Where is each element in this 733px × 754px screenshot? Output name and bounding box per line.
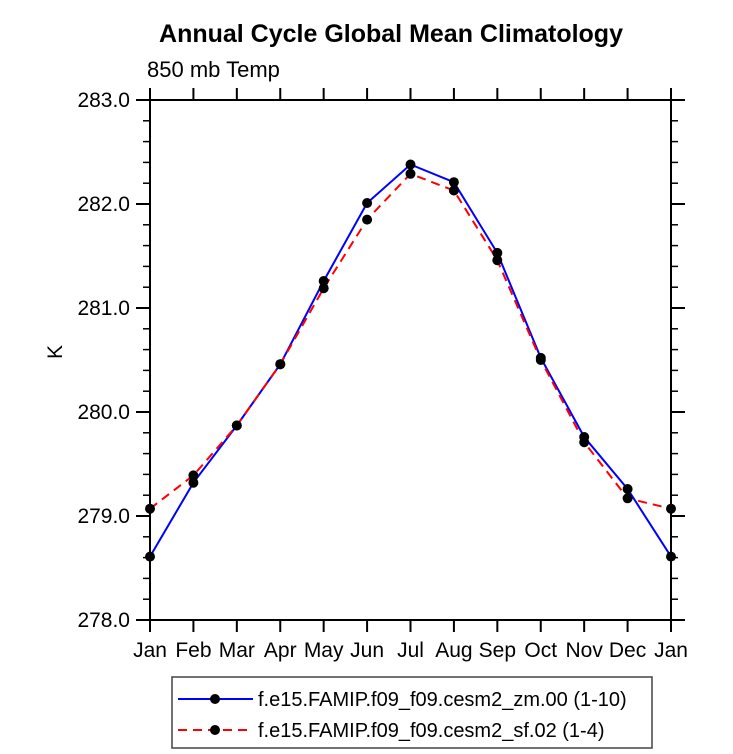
y-tick-label: 283.0 [77, 89, 130, 112]
data-point-series1 [188, 477, 199, 488]
data-point-series1 [666, 551, 676, 562]
x-tick-label: Nov [565, 639, 603, 662]
data-point-series1 [362, 198, 373, 208]
chart-subtitle: 850 mb Temp [147, 57, 280, 82]
legend-marker-series2 [210, 725, 220, 735]
data-point-series2 [405, 168, 416, 179]
data-point-series2 [231, 420, 242, 431]
data-point-series1 [492, 247, 503, 258]
x-tick-label: Feb [175, 639, 211, 662]
x-tick-label: Mar [219, 639, 255, 662]
data-point-series2 [535, 355, 546, 365]
series-line-1 [149, 163, 672, 558]
data-point-series2 [448, 185, 459, 196]
x-tick-label: Jul [397, 639, 424, 662]
data-point-series2 [492, 255, 503, 266]
y-tick-label: 279.0 [77, 505, 130, 528]
x-tick-label: Jan [654, 639, 688, 662]
tick-labels: Jan Feb Mar Apr May Jun Jul Aug Sep Oct Nov Dec Jan2… [77, 89, 687, 662]
data-point-series2 [362, 214, 373, 225]
x-tick-label: May [304, 639, 344, 662]
y-tick-label: 282.0 [77, 193, 130, 216]
legend-marker-series1 [210, 694, 220, 704]
data-point-series2 [318, 283, 329, 294]
legend-box [171, 676, 653, 749]
y-tick-label: 281.0 [77, 297, 130, 320]
legend-label-series1: f.e15.FAMIP.f09_f09.cesm2_zm.00 (1-10) [258, 689, 627, 711]
x-tick-label: Oct [524, 639, 557, 662]
series-line-2 [149, 172, 672, 510]
ticks-layer [136, 88, 685, 632]
x-tick-label: Apr [264, 639, 297, 662]
data-point-series1 [318, 276, 329, 286]
data-point-series1 [622, 484, 633, 494]
x-tick-label: Aug [435, 639, 472, 662]
x-tick-label: Sep [479, 639, 516, 662]
y-tick-label: 278.0 [77, 609, 130, 632]
data-point-series1 [448, 177, 459, 188]
x-tick-label: Jun [350, 639, 384, 662]
x-tick-label: Dec [609, 639, 646, 662]
data-point-series2 [275, 359, 286, 370]
data-point-series2 [666, 503, 676, 514]
legend-label-series2: f.e15.FAMIP.f09_f09.cesm2_sf.02 (1-4) [258, 720, 604, 742]
legend: f.e15.FAMIP.f09_f09.cesm2_zm.00 (1-10) f… [171, 676, 653, 749]
data-point-series2 [145, 503, 155, 514]
data-point-series1 [145, 551, 155, 562]
data-point-series2 [622, 493, 633, 504]
data-point-series2 [188, 470, 199, 481]
series-layer [145, 159, 676, 562]
data-point-series2 [579, 437, 590, 448]
y-axis-unit-label: K [44, 345, 67, 359]
chart-title: Annual Cycle Global Mean Climatology [159, 20, 623, 48]
data-point-series1 [405, 159, 416, 170]
x-tick-label: Jan [133, 639, 167, 662]
y-tick-label: 280.0 [77, 401, 130, 424]
